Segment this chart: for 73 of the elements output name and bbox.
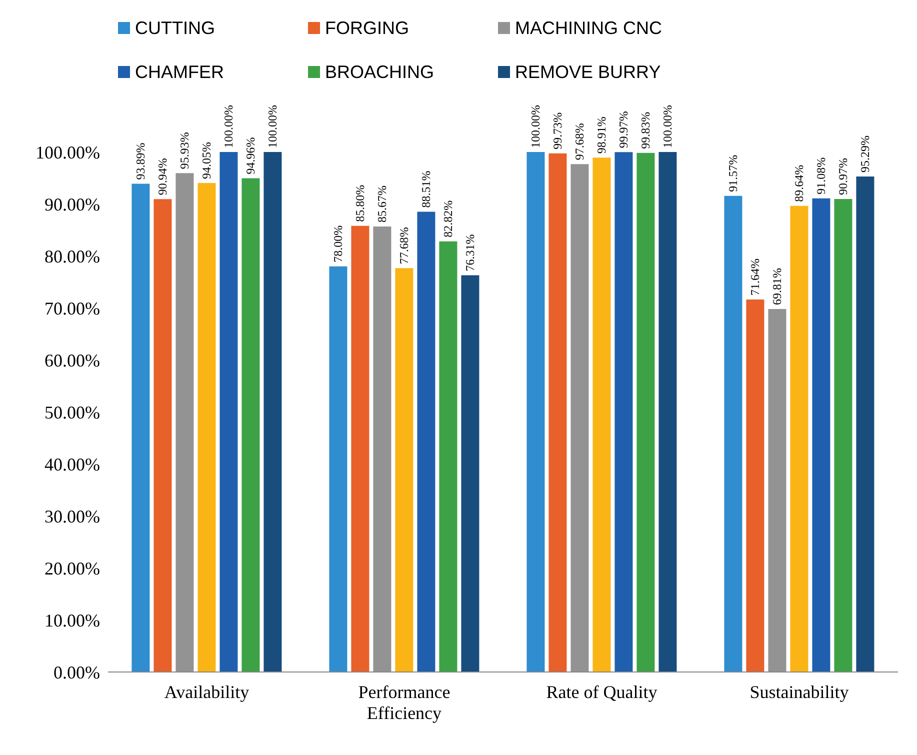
data-label: 99.97% xyxy=(616,111,631,148)
data-label: 95.93% xyxy=(178,132,192,170)
data-label: 77.68% xyxy=(397,227,412,264)
bar xyxy=(439,241,458,672)
data-label: 93.89% xyxy=(134,142,148,180)
bar xyxy=(592,158,611,672)
legend-label: MACHINING CNC xyxy=(515,18,662,38)
data-label: 94.96% xyxy=(244,137,258,174)
bar xyxy=(526,152,545,672)
data-label: 90.94% xyxy=(156,158,170,196)
y-tick-label: 40.00% xyxy=(44,454,100,474)
y-tick-label: 0.00% xyxy=(54,662,100,682)
data-label: 89.64% xyxy=(792,164,806,202)
legend-label: REMOVE BURRY xyxy=(515,62,661,82)
data-label: 85.80% xyxy=(353,184,368,222)
data-label: 71.64% xyxy=(748,258,762,296)
y-tick-label: 90.00% xyxy=(44,194,100,214)
data-label: 82.82% xyxy=(441,200,456,238)
x-tick-label: Sustainability xyxy=(750,682,849,702)
bar xyxy=(790,206,808,672)
data-label: 99.83% xyxy=(638,112,653,149)
y-tick-label: 60.00% xyxy=(44,350,100,370)
bar xyxy=(417,212,436,672)
bar xyxy=(395,268,414,672)
data-label: 94.05% xyxy=(200,142,214,179)
data-label: 95.29% xyxy=(858,135,872,172)
bar xyxy=(636,152,655,672)
y-tick-label: 80.00% xyxy=(44,246,100,266)
bar xyxy=(242,178,260,672)
data-label: 100.00% xyxy=(266,105,280,148)
bar xyxy=(264,152,282,672)
bar xyxy=(132,184,150,672)
data-label: 98.91% xyxy=(594,116,609,154)
bar xyxy=(351,226,370,672)
bar xyxy=(834,198,852,672)
y-tick-label: 100.00% xyxy=(36,142,100,162)
bar xyxy=(614,152,633,672)
x-tick-label: Performance Efficiency xyxy=(358,682,450,723)
legend-label: CUTTING xyxy=(135,18,215,38)
x-tick-label: Rate of Quality xyxy=(546,682,658,702)
bar xyxy=(154,199,172,672)
data-label: 78.00% xyxy=(331,225,346,262)
data-label: 91.08% xyxy=(814,157,828,194)
y-tick-label: 70.00% xyxy=(44,298,100,318)
data-label: 100.00% xyxy=(222,105,236,148)
data-label: 100.00% xyxy=(528,105,543,148)
legend-label: CHAMFER xyxy=(135,62,224,82)
y-tick-label: 10.00% xyxy=(44,610,100,630)
bar xyxy=(220,152,238,672)
data-label: 100.00% xyxy=(660,105,675,148)
bar xyxy=(461,275,480,672)
bar xyxy=(329,266,348,672)
data-label: 99.73% xyxy=(550,112,565,150)
data-label: 85.67% xyxy=(375,186,390,223)
legend-label: FORGING xyxy=(325,18,409,38)
data-label: 69.81% xyxy=(770,268,784,305)
bar xyxy=(658,152,677,672)
bar xyxy=(198,182,216,672)
bar xyxy=(746,299,764,672)
data-label: 88.51% xyxy=(419,170,434,208)
y-tick-label: 50.00% xyxy=(44,402,100,422)
data-label: 97.68% xyxy=(572,123,587,160)
data-label: 76.31% xyxy=(463,234,478,272)
bar xyxy=(856,176,874,672)
legend-label: BROACHING xyxy=(325,62,434,82)
data-label: 90.97% xyxy=(836,158,850,195)
y-tick-label: 20.00% xyxy=(44,558,100,578)
x-tick-label: Availability xyxy=(164,682,250,702)
bar xyxy=(724,196,742,672)
y-tick-label: 30.00% xyxy=(44,506,100,526)
data-label: 91.57% xyxy=(726,154,740,192)
bar xyxy=(548,153,567,672)
bar xyxy=(812,198,830,672)
